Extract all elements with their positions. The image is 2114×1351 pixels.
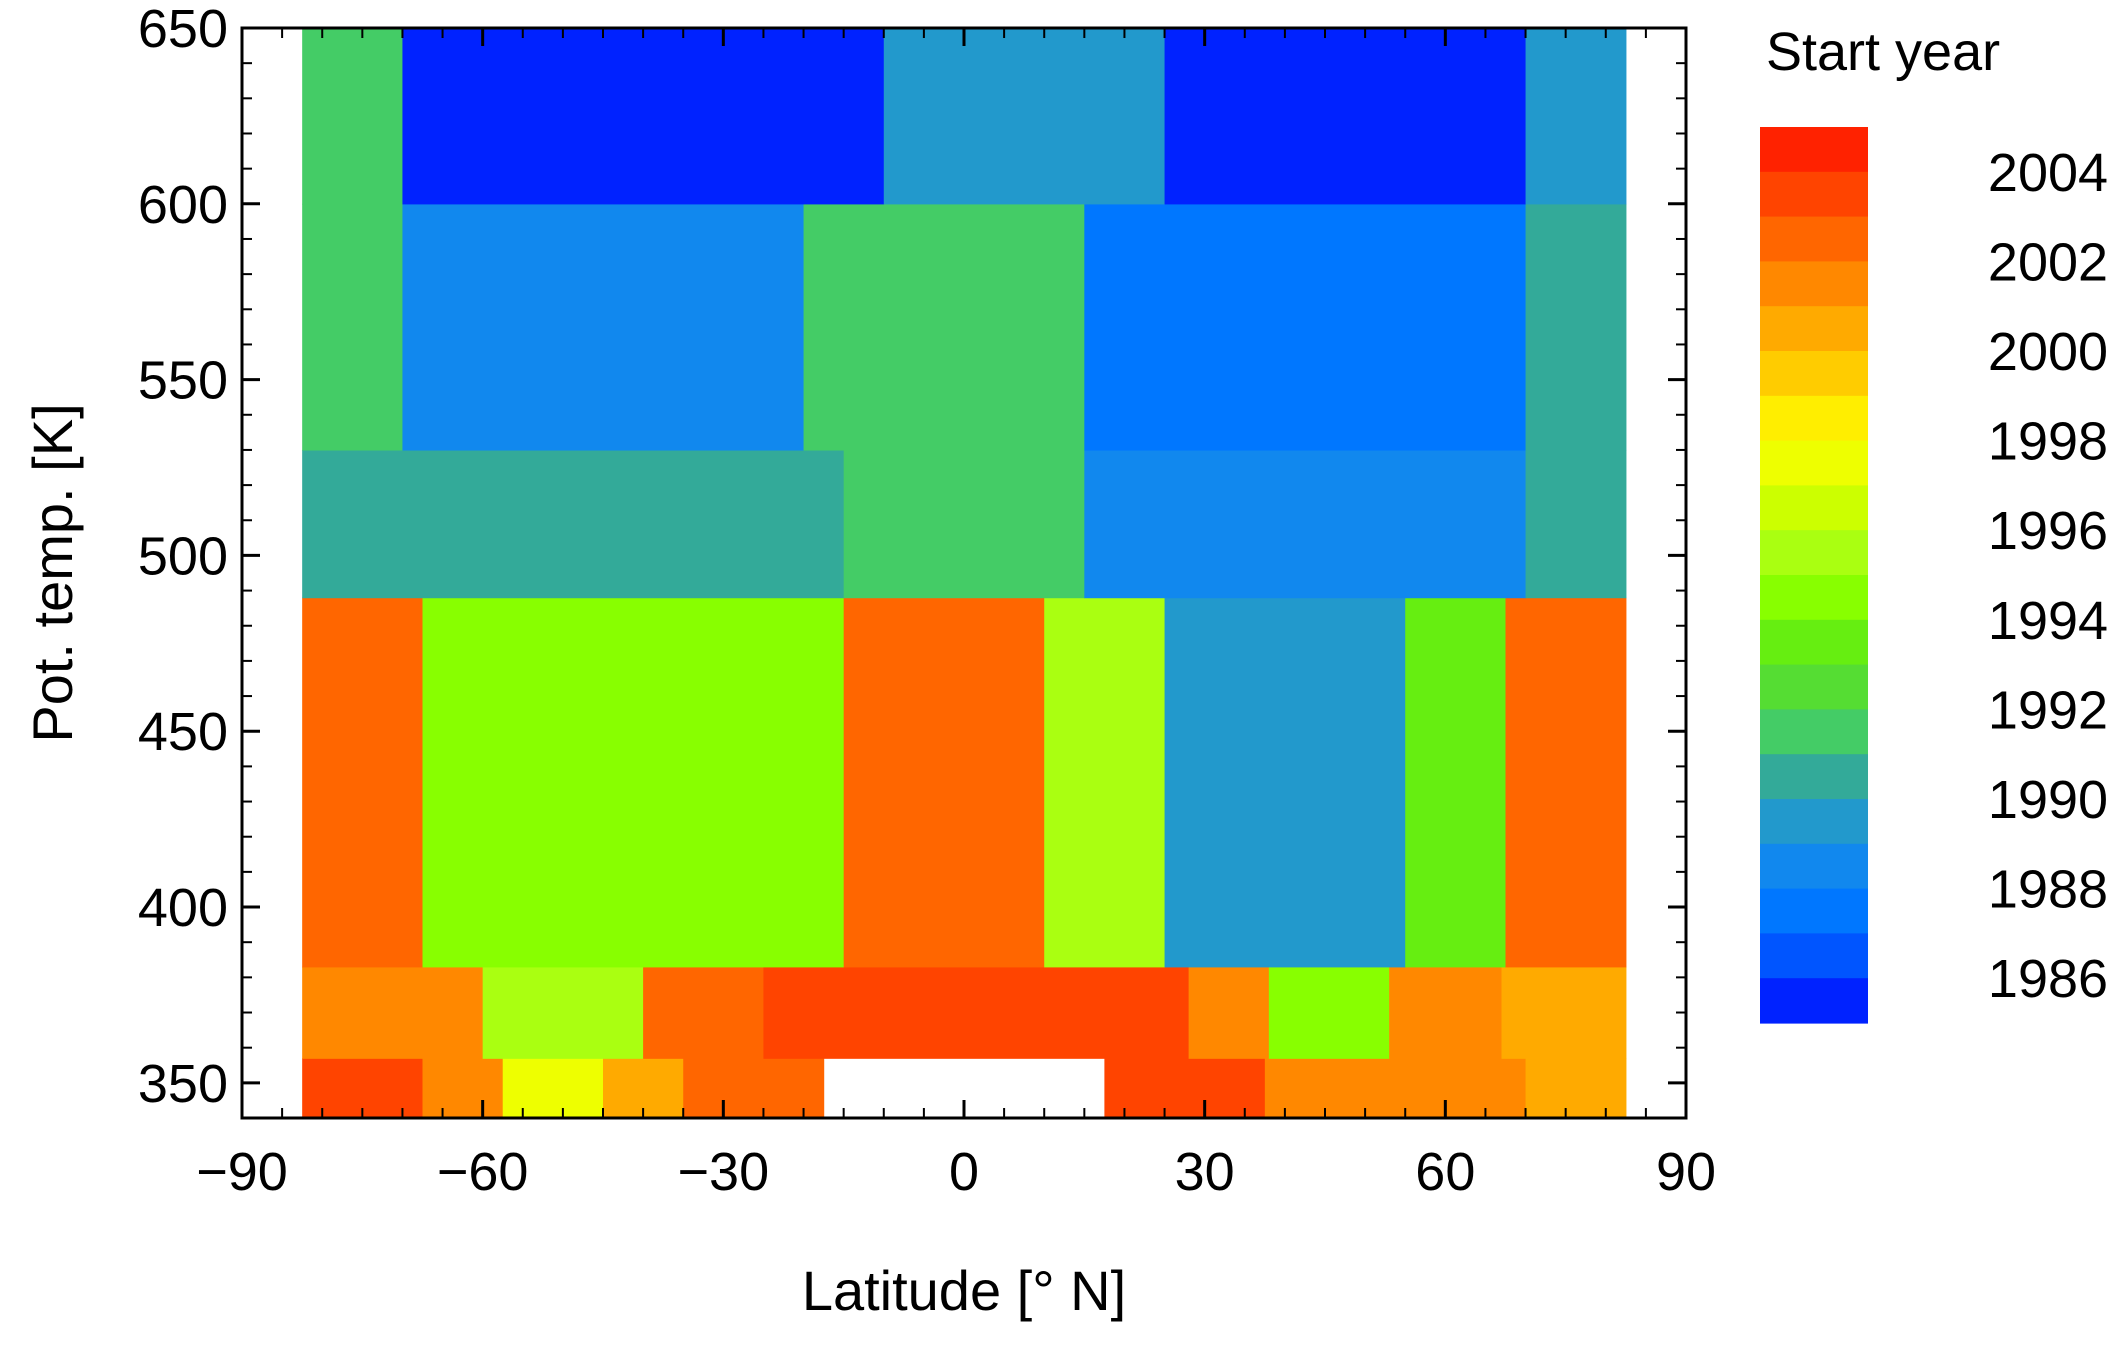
heatmap-cell: [1268, 966, 1390, 1059]
heatmap-cell: [502, 1058, 604, 1119]
colorbar-segment: [1760, 306, 1868, 352]
colorbar-segment: [1760, 843, 1868, 890]
y-axis-title: Pot. temp. [K]: [21, 403, 84, 742]
y-tick-label: 400: [138, 878, 228, 938]
x-tick-label: −90: [196, 1142, 288, 1202]
colorbar-title: Start year: [1766, 22, 2000, 82]
colorbar-segment: [1760, 351, 1868, 397]
heatmap-cell: [803, 203, 1085, 451]
heatmap-cell: [422, 1058, 504, 1119]
y-tick-label: 450: [138, 702, 228, 762]
x-axis-title: Latitude [° N]: [802, 1259, 1126, 1322]
heatmap-cell: [302, 449, 845, 599]
heatmap-cell: [302, 597, 424, 968]
heatmap-cell: [1084, 203, 1527, 451]
heatmap-cell: [1104, 1058, 1266, 1119]
x-tick-label: 0: [949, 1142, 979, 1202]
heatmap-cell: [1525, 28, 1627, 205]
heatmap-cell: [1525, 449, 1627, 599]
heatmap-cell: [1501, 966, 1627, 1059]
colorbar-tick-label: 1996: [1988, 501, 2108, 561]
heatmap-cell: [1084, 449, 1527, 599]
colorbar-tick-label: 1998: [1988, 412, 2108, 472]
heatmap-cell: [402, 28, 885, 205]
heatmap-cell: [1264, 1058, 1527, 1119]
colorbar-tick-label: 1992: [1988, 680, 2108, 740]
heatmap-cell: [1525, 1058, 1627, 1119]
colorbar-segment: [1760, 216, 1868, 262]
heatmap-cell: [883, 28, 1166, 205]
heatmap-cell: [843, 449, 1085, 599]
heatmap-cell: [1164, 597, 1406, 968]
colorbar-segment: [1760, 619, 1868, 666]
colorbar-segment: [1760, 440, 1868, 486]
colorbar-tick-label: 1986: [1988, 949, 2108, 1009]
colorbar: 2004 2002 2000 1998 1996 1994 1992 1990 1988 1986: [1760, 127, 2108, 1024]
y-tick-label: 650: [138, 0, 228, 59]
colorbar-segment: [1760, 754, 1868, 800]
heatmap-cell: [482, 966, 644, 1059]
colorbar-segment: [1760, 127, 1868, 173]
colorbar-tick-label: 1988: [1988, 860, 2108, 920]
colorbar-tick-label: 2004: [1988, 143, 2108, 203]
colorbar-tick-label: 2000: [1988, 322, 2108, 382]
y-tick-label: 350: [138, 1054, 228, 1114]
heatmap-cell: [1389, 966, 1503, 1059]
colorbar-segment: [1760, 530, 1868, 576]
axis-ticks: [240, 26, 1688, 1119]
heatmap-cell: [1405, 597, 1507, 968]
x-tick-label: 90: [1656, 1142, 1716, 1202]
heatmap-cell: [422, 597, 845, 968]
colorbar-tick-label: 1994: [1988, 591, 2108, 651]
colorbar-segment: [1760, 799, 1868, 845]
heatmap-cell: [302, 203, 404, 451]
x-tick-label: 30: [1175, 1142, 1235, 1202]
heatmap-cell: [763, 966, 1190, 1059]
y-tick-label: 550: [138, 351, 228, 411]
colorbar-tick-label: 2002: [1988, 232, 2108, 292]
colorbar-segment: [1760, 575, 1868, 621]
heatmap-cell: [302, 28, 404, 205]
heatmap-cell: [1164, 28, 1527, 205]
colorbar-segment: [1760, 171, 1868, 218]
heatmap-cell: [1044, 597, 1166, 968]
colorbar-segment: [1760, 978, 1868, 1024]
heatmap-cell: [683, 1058, 825, 1119]
colorbar-tick-label: 1990: [1988, 770, 2108, 830]
y-tick-label: 500: [138, 526, 228, 586]
colorbar-segment: [1760, 709, 1868, 755]
colorbar-segment: [1760, 485, 1868, 531]
heatmap-cell: [643, 966, 765, 1059]
colorbar-segment: [1760, 933, 1868, 979]
heatmap-cell: [402, 203, 805, 451]
heatmap-cell: [1525, 203, 1627, 451]
x-tick-label: 60: [1415, 1142, 1475, 1202]
colorbar-segment: [1760, 261, 1868, 307]
heatmap-cell: [843, 597, 1045, 968]
heatmap-cell: [1188, 966, 1270, 1059]
tick-labels: −90 −60 −30 0 30 60 90 350 400 450 500 550 600 650: [138, 0, 1716, 1202]
x-tick-label: −30: [678, 1142, 770, 1202]
colorbar-segment: [1760, 395, 1868, 442]
colorbar-segment: [1760, 664, 1868, 710]
x-tick-label: −60: [437, 1142, 529, 1202]
y-tick-label: 600: [138, 175, 228, 235]
heatmap-cells: [302, 28, 1627, 1119]
colorbar-segment: [1760, 888, 1868, 934]
heatmap-cell: [302, 966, 484, 1059]
heatmap-cell: [1505, 597, 1627, 968]
